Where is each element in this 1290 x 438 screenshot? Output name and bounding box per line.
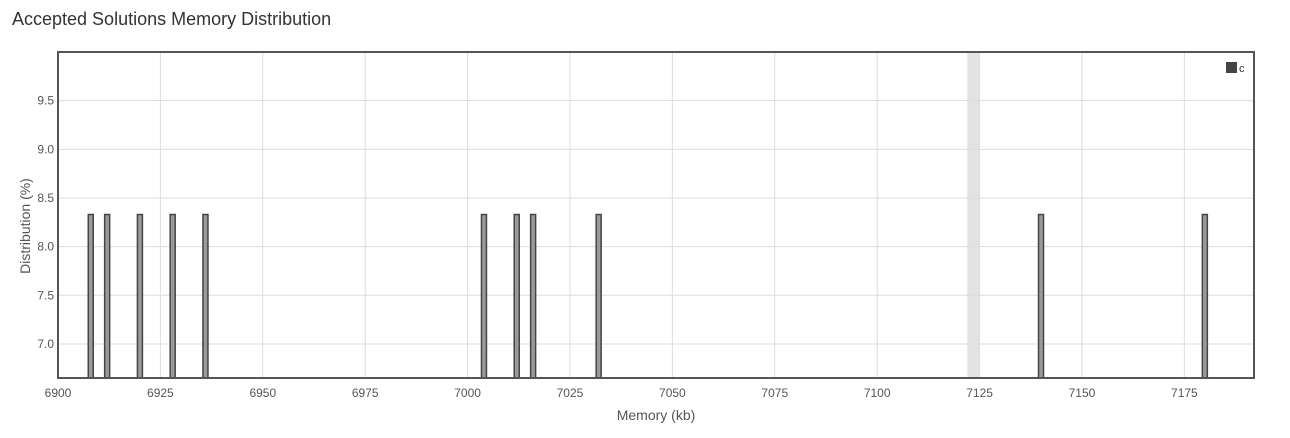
- x-axis-ticks: 6900 6925 6950 6975 7000 7025 7050 7075 7100 7125…: [45, 386, 1198, 400]
- plot-frame: [57, 51, 1255, 379]
- y-tick-label: 7.5: [37, 288, 54, 302]
- bar[interactable]: [202, 213, 209, 379]
- x-tick-label: 7050: [659, 386, 686, 400]
- bar[interactable]: [595, 213, 602, 379]
- x-tick-label: 7175: [1171, 386, 1198, 400]
- y-tick-label: 7.0: [37, 337, 54, 351]
- highlight-band-layer: [967, 52, 980, 378]
- highlight-band: [967, 52, 980, 378]
- bar[interactable]: [136, 213, 144, 379]
- y-axis-ticks: 7.0 7.5 8.0 8.5 9.0 9.5: [37, 94, 54, 351]
- bar[interactable]: [103, 213, 111, 379]
- y-tick-label: 9.5: [37, 94, 54, 108]
- x-tick-label: 7000: [454, 386, 481, 400]
- bar[interactable]: [87, 213, 95, 379]
- x-tick-label: 7075: [761, 386, 788, 400]
- legend-swatch: [1226, 62, 1237, 73]
- chart-title: Accepted Solutions Memory Distribution: [12, 9, 332, 29]
- x-tick-label: 6975: [352, 386, 379, 400]
- x-tick-label: 7150: [1069, 386, 1096, 400]
- y-tick-label: 9.0: [37, 142, 54, 156]
- bar[interactable]: [1037, 213, 1045, 379]
- y-axis-label: Distribution (%): [17, 178, 33, 274]
- bar[interactable]: [1201, 213, 1209, 379]
- bar[interactable]: [169, 213, 176, 379]
- legend[interactable]: c: [1226, 62, 1245, 75]
- x-tick-label: 6900: [45, 386, 72, 400]
- x-axis-label: Memory (kb): [617, 407, 696, 423]
- bar[interactable]: [529, 213, 537, 379]
- x-tick-label: 6925: [147, 386, 174, 400]
- x-tick-label: 7025: [557, 386, 584, 400]
- y-tick-label: 8.0: [37, 240, 54, 254]
- x-tick-label: 6950: [249, 386, 276, 400]
- legend-label: c: [1239, 63, 1245, 75]
- x-tick-label: 7125: [966, 386, 993, 400]
- bar[interactable]: [513, 213, 520, 379]
- bar-series: [87, 213, 1209, 379]
- y-tick-label: 8.5: [37, 191, 54, 205]
- grid-lines: [57, 52, 1254, 378]
- x-tick-label: 7100: [864, 386, 891, 400]
- bar[interactable]: [480, 213, 488, 379]
